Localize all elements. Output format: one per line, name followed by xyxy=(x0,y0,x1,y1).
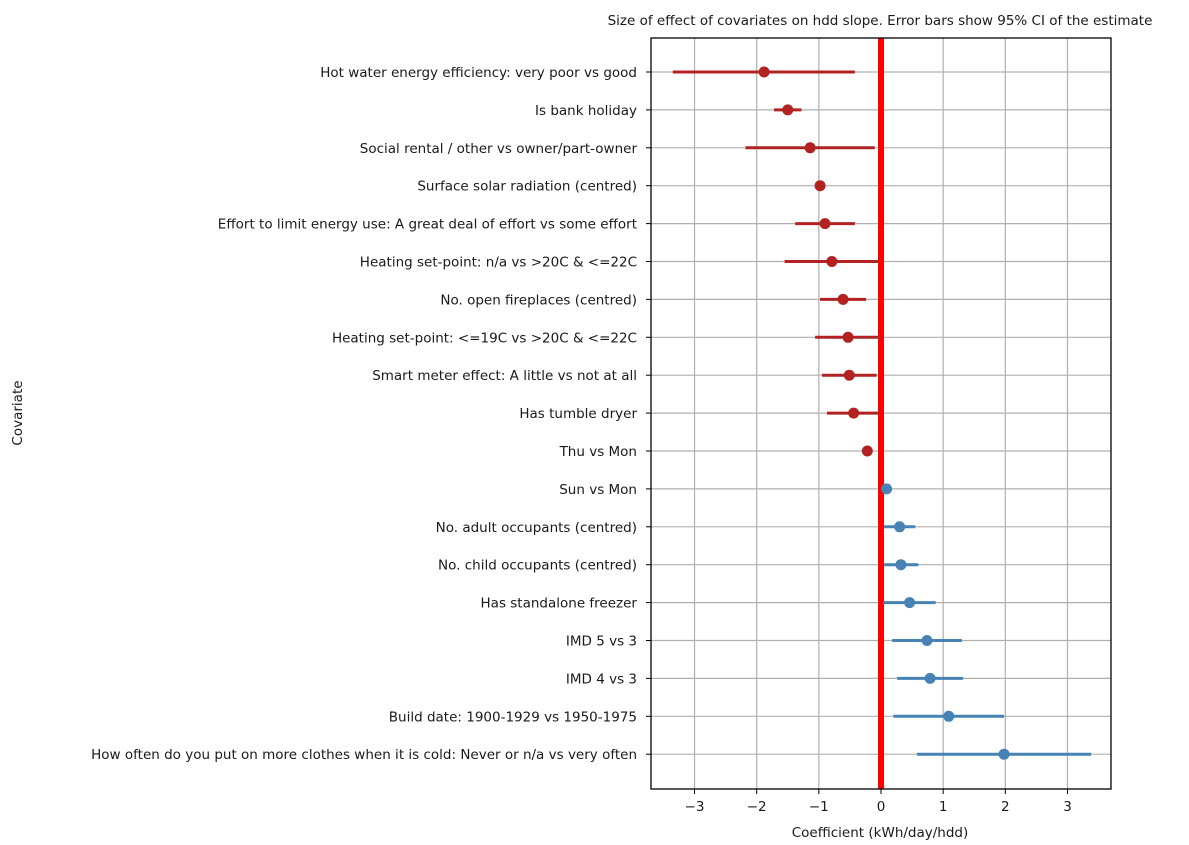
point-estimate xyxy=(998,748,1010,760)
point-estimate xyxy=(804,142,816,154)
point-estimate xyxy=(826,256,838,267)
covariate-label: Build date: 1900-1929 vs 1950-1975 xyxy=(389,709,637,725)
point-estimate xyxy=(842,331,854,343)
point-estimate xyxy=(895,559,907,571)
x-tick-label: 3 xyxy=(1063,799,1072,815)
covariate-label: Surface solar radiation (centred) xyxy=(417,179,637,195)
point-estimate xyxy=(894,521,906,533)
y-axis-label: Covariate xyxy=(10,380,26,445)
plot-area: −3 −2 −1 0 1 2 3 Hot water energy efficiency: v… xyxy=(91,37,1112,815)
covariate-label: No. adult occupants (centred) xyxy=(436,520,637,536)
covariate-label: Hot water energy efficiency: very poor v… xyxy=(320,65,637,81)
point-estimate xyxy=(924,672,936,684)
x-tick-label: 2 xyxy=(1001,799,1010,815)
covariate-label: IMD 4 vs 3 xyxy=(566,671,637,687)
covariate-label: No. child occupants (centred) xyxy=(438,558,637,574)
x-tick-label: −2 xyxy=(747,799,767,815)
plot-frame xyxy=(650,37,1112,790)
point-estimate xyxy=(881,483,893,495)
covariate-label: Sun vs Mon xyxy=(559,482,637,498)
covariate-label: Heating set-point: <=19C vs >20C & <=22C xyxy=(332,330,637,346)
x-tick-label: 0 xyxy=(877,799,886,815)
covariate-label: Has standalone freezer xyxy=(481,596,638,612)
covariate-label: Thu vs Mon xyxy=(559,444,637,460)
covariate-label: Heating set-point: n/a vs >20C & <=22C xyxy=(360,255,637,271)
covariate-label: IMD 5 vs 3 xyxy=(566,634,637,650)
point-estimate xyxy=(861,445,873,457)
point-estimate xyxy=(904,597,916,609)
point-estimate xyxy=(819,218,831,230)
covariate-label: Effort to limit energy use: A great deal… xyxy=(218,217,637,233)
x-tick-label: −3 xyxy=(685,799,705,815)
covariate-label: Social rental / other vs owner/part-owne… xyxy=(360,141,638,157)
point-estimate xyxy=(837,293,849,305)
point-estimate xyxy=(848,407,860,419)
point-estimate xyxy=(782,104,794,116)
point-estimate xyxy=(758,66,770,78)
covariate-label: Has tumble dryer xyxy=(519,406,637,422)
point-estimate xyxy=(814,180,826,192)
covariate-label: Is bank holiday xyxy=(535,103,637,119)
covariate-label: No. open fireplaces (centred) xyxy=(440,292,637,308)
covariate-label: How often do you put on more clothes whe… xyxy=(91,747,637,763)
chart-title: Size of effect of covariates on hdd slop… xyxy=(608,13,1153,29)
x-tick-label: 1 xyxy=(939,799,948,815)
point-estimate xyxy=(843,369,855,381)
covariate-label: Smart meter effect: A little vs not at a… xyxy=(372,368,637,384)
point-estimate xyxy=(943,710,955,722)
x-axis-label: Coefficient (kWh/day/hdd) xyxy=(792,825,969,841)
point-estimate xyxy=(921,635,933,646)
x-tick-label: −1 xyxy=(809,799,829,815)
